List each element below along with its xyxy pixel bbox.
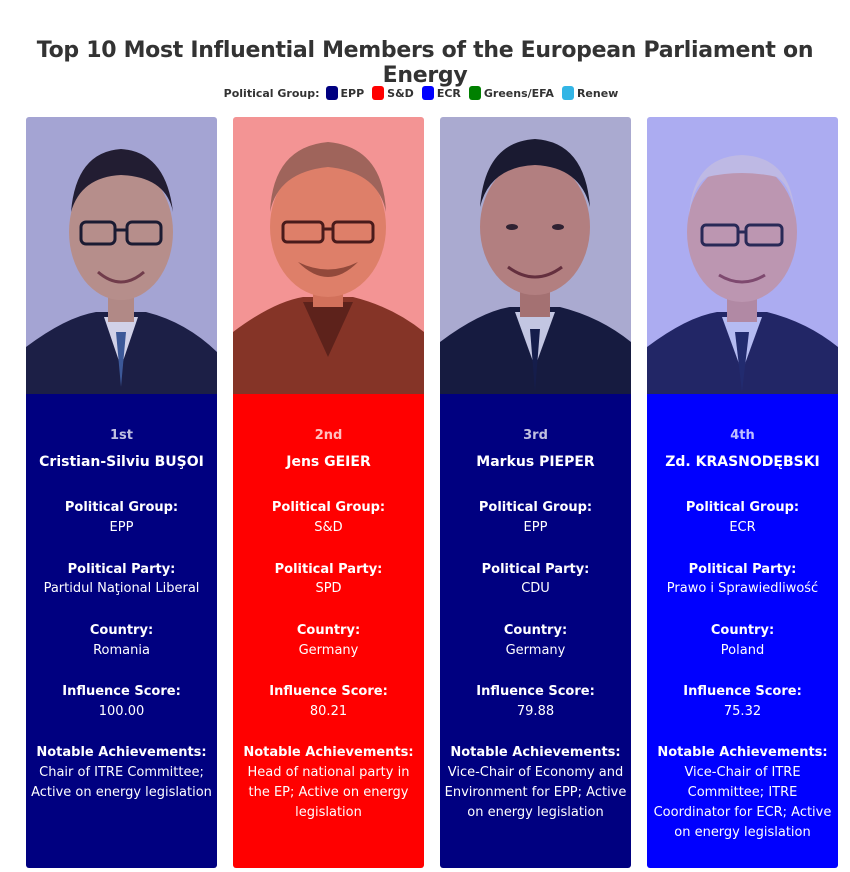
photo-tint (26, 117, 217, 394)
country-label: Country: (89, 623, 154, 638)
party-value: Partidul Naţional Liberal (43, 581, 200, 596)
member-card[interactable]: 1st Cristian-Silviu BUŞOI Political Grou… (26, 117, 217, 868)
photo-tint (647, 117, 838, 394)
party-value: CDU (521, 581, 550, 596)
legend-title: Political Group: (223, 86, 320, 100)
party-label: Political Party: (688, 562, 797, 577)
country-value: Poland (720, 643, 765, 658)
country-value: Romania (93, 643, 150, 658)
legend-item-label: ECR (436, 86, 461, 100)
score-value: 75.32 (723, 704, 762, 719)
country-value: Germany (298, 643, 359, 658)
score-label: Influence Score: (476, 684, 595, 699)
score-label: Influence Score: (269, 684, 388, 699)
achievements-value: Chair of ITRE Committee; Active on energ… (31, 765, 212, 800)
party-label: Political Party: (481, 562, 590, 577)
score-label: Influence Score: (683, 684, 802, 699)
group-label: Political Group: (478, 500, 593, 515)
member-name: Cristian-Silviu BUŞOI (39, 454, 204, 470)
legend-swatch (325, 86, 338, 100)
member-name: Markus PIEPER (476, 454, 595, 470)
country-label: Country: (503, 623, 568, 638)
legend-item-ecr: ECR (421, 86, 461, 100)
member-info: 3rd Markus PIEPER Political Group: EPP P… (440, 394, 631, 868)
member-name: Zd. KRASNODĘBSKI (665, 454, 820, 470)
legend-item-label: EPP (340, 86, 365, 100)
legend-item-greens: Greens/EFA (468, 86, 554, 100)
legend-swatch (561, 86, 574, 100)
achievements-label: Notable Achievements: (36, 745, 207, 760)
group-value: S&D (314, 520, 343, 535)
member-name: Jens GEIER (286, 454, 371, 470)
country-label: Country: (710, 623, 775, 638)
achievements-value: Head of national party in the EP; Active… (247, 765, 410, 820)
page-title: Top 10 Most Influential Members of the E… (36, 38, 814, 88)
legend-swatch (372, 86, 385, 100)
score-value: 79.88 (516, 704, 555, 719)
achievements-label: Notable Achievements: (243, 745, 414, 760)
group-label: Political Group: (271, 500, 386, 515)
member-info: 4th Zd. KRASNODĘBSKI Political Group: EC… (647, 394, 838, 868)
member-photo (233, 117, 424, 394)
legend: Political Group: EPP S&D ECR Greens/EFA … (0, 86, 850, 100)
group-value: EPP (109, 520, 134, 535)
member-info: 2nd Jens GEIER Political Group: S&D Poli… (233, 394, 424, 868)
legend-item-epp: EPP (325, 86, 365, 100)
party-label: Political Party: (67, 562, 176, 577)
score-value: 100.00 (98, 704, 145, 719)
member-rank: 1st (110, 428, 133, 443)
member-rank: 2nd (314, 428, 343, 443)
country-value: Germany (505, 643, 566, 658)
member-photo (26, 117, 217, 394)
group-value: ECR (729, 520, 756, 535)
photo-tint (440, 117, 631, 394)
member-rank: 3rd (523, 428, 548, 443)
party-value: Prawo i Sprawiedliwość (666, 581, 819, 596)
score-label: Influence Score: (62, 684, 181, 699)
country-label: Country: (296, 623, 361, 638)
member-rank: 4th (730, 428, 755, 443)
score-value: 80.21 (309, 704, 348, 719)
member-photo (647, 117, 838, 394)
party-label: Political Party: (274, 562, 383, 577)
group-label: Political Group: (64, 500, 179, 515)
member-info: 1st Cristian-Silviu BUŞOI Political Grou… (26, 394, 217, 868)
member-photo (440, 117, 631, 394)
member-card[interactable]: 4th Zd. KRASNODĘBSKI Political Group: EC… (647, 117, 838, 868)
member-card[interactable]: 2nd Jens GEIER Political Group: S&D Poli… (233, 117, 424, 868)
achievements-label: Notable Achievements: (450, 745, 621, 760)
group-label: Political Group: (685, 500, 800, 515)
legend-item-renew: Renew (561, 86, 619, 100)
legend-item-sd: S&D (372, 86, 414, 100)
achievements-label: Notable Achievements: (657, 745, 828, 760)
legend-swatch (468, 86, 481, 100)
photo-tint (233, 117, 424, 394)
legend-item-label: S&D (387, 86, 414, 100)
legend-swatch (421, 86, 434, 100)
achievements-value: Vice-Chair of ITRE Committee; ITRE Coord… (653, 765, 832, 840)
achievements-value: Vice-Chair of Economy and Environment fo… (444, 765, 627, 820)
member-card[interactable]: 3rd Markus PIEPER Political Group: EPP P… (440, 117, 631, 868)
party-value: SPD (315, 581, 342, 596)
legend-item-label: Renew (576, 86, 619, 100)
legend-item-label: Greens/EFA (483, 86, 554, 100)
group-value: EPP (523, 520, 548, 535)
